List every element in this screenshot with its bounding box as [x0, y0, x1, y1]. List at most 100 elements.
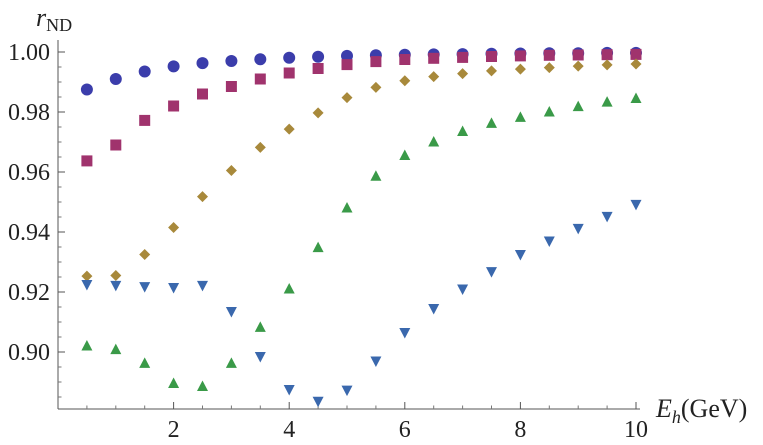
point-triangle-down: [81, 280, 93, 291]
point-circle: [109, 73, 122, 85]
point-square: [370, 56, 382, 68]
x-tick-label: 8: [514, 417, 526, 443]
y-tick-label: 0.94: [8, 220, 50, 246]
point-diamond: [486, 65, 497, 77]
point-diamond: [428, 71, 440, 83]
point-triangle-up: [370, 170, 382, 181]
point-triangle-up: [486, 117, 497, 128]
point-diamond: [197, 191, 208, 203]
point-triangle-up: [110, 343, 122, 355]
point-triangle-up: [312, 241, 324, 253]
point-square: [457, 51, 469, 63]
point-square: [601, 49, 613, 61]
y-axis-title-sub: ND: [46, 15, 72, 35]
point-triangle-up: [572, 100, 584, 112]
point-square: [486, 51, 497, 62]
point-diamond: [168, 222, 180, 233]
point-triangle-up: [399, 149, 411, 160]
point-diamond: [341, 92, 353, 104]
point-square: [428, 52, 440, 64]
point-triangle-down: [630, 199, 642, 211]
point-triangle-up: [225, 357, 237, 368]
y-ticks: 0.90 0.92 0.94 0.96 0.98 1.00: [8, 40, 65, 398]
point-diamond: [630, 58, 642, 70]
point-circle: [225, 55, 238, 67]
point-circle: [254, 53, 267, 66]
point-triangle-down: [168, 283, 180, 294]
x-axis-title-sub: h: [672, 407, 681, 427]
point-triangle-down: [543, 236, 555, 247]
y-axis-title-main: r: [36, 3, 47, 32]
point-triangle-down: [312, 396, 324, 408]
point-triangle-down: [254, 352, 266, 363]
x-tick-label: 6: [399, 417, 411, 443]
x-axis-title-main: E: [655, 394, 672, 423]
point-triangle-up: [139, 357, 151, 368]
point-square: [572, 49, 584, 61]
point-square: [312, 63, 324, 74]
point-diamond: [601, 59, 613, 71]
point-triangle-up: [601, 96, 613, 107]
point-square: [283, 67, 295, 79]
y-axis-title: rND: [36, 3, 72, 35]
y-tick-label: 0.96: [8, 160, 50, 186]
series-diamond: [81, 58, 642, 282]
point-square: [341, 59, 353, 71]
series-triangle-up: [81, 92, 642, 391]
point-diamond: [514, 63, 526, 75]
point-triangle-up: [81, 340, 93, 351]
axes: [57, 40, 640, 410]
point-triangle-down: [370, 356, 382, 367]
point-square: [81, 155, 93, 167]
point-diamond: [81, 270, 93, 282]
point-triangle-up: [283, 283, 295, 294]
point-diamond: [110, 270, 122, 281]
x-tick-label: 2: [168, 417, 180, 443]
x-tick-label: 10: [624, 417, 648, 443]
point-triangle-down: [486, 267, 497, 278]
point-triangle-down: [110, 280, 122, 292]
point-triangle-down: [139, 282, 151, 293]
point-circle: [167, 60, 180, 73]
point-triangle-down: [225, 307, 237, 318]
point-diamond: [312, 107, 324, 119]
point-diamond: [370, 81, 382, 93]
point-diamond: [457, 68, 469, 80]
point-triangle-up: [457, 125, 469, 136]
point-diamond: [139, 249, 151, 260]
y-tick-label: 0.90: [8, 340, 50, 366]
point-diamond: [399, 75, 411, 87]
point-triangle-down: [197, 280, 208, 292]
point-circle: [196, 57, 209, 70]
point-square: [630, 48, 642, 60]
point-triangle-down: [514, 250, 526, 261]
series-triangle-down: [81, 199, 642, 408]
point-triangle-up: [254, 321, 266, 332]
x-ticks: 2 4 6 8 10: [86, 402, 648, 443]
point-triangle-down: [457, 284, 469, 295]
point-triangle-down: [601, 211, 613, 223]
x-axis-title: Eh(GeV): [655, 394, 747, 427]
series-square: [81, 48, 642, 167]
y-tick-label: 0.98: [8, 100, 50, 126]
point-triangle-down: [399, 328, 411, 339]
point-diamond: [254, 141, 266, 153]
point-diamond: [572, 60, 584, 72]
point-square: [110, 139, 122, 151]
point-square: [543, 49, 555, 61]
point-triangle-down: [572, 223, 584, 235]
point-diamond: [543, 62, 555, 74]
point-triangle-down: [428, 304, 440, 315]
point-diamond: [283, 123, 295, 135]
data-points: [80, 46, 642, 408]
point-circle: [138, 65, 151, 78]
x-tick-label: 4: [283, 417, 295, 443]
y-tick-label: 1.00: [8, 40, 50, 66]
y-tick-label: 0.92: [8, 280, 50, 306]
point-triangle-up: [197, 380, 208, 391]
point-square: [139, 114, 151, 126]
x-axis-title-unit: (GeV): [681, 394, 747, 423]
point-square: [168, 100, 180, 112]
point-circle: [312, 50, 325, 63]
